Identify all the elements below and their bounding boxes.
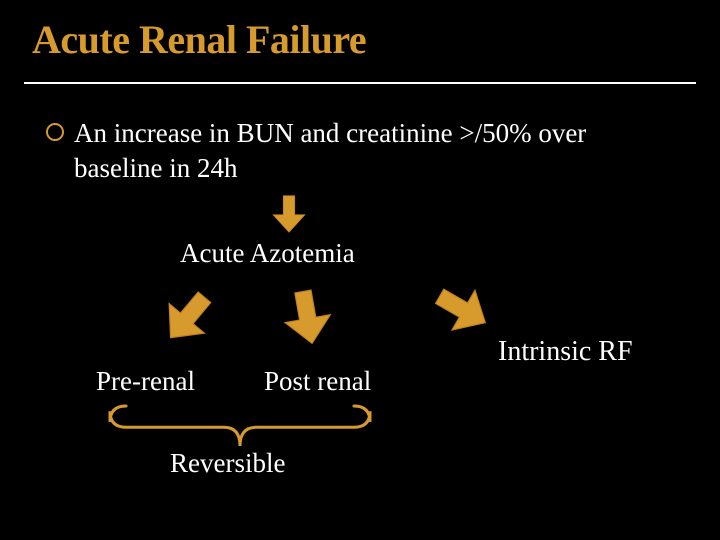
bullet-text: An increase in BUN and creatinine >/50% … (74, 116, 634, 186)
title-underline (24, 82, 696, 84)
bullet-marker-icon (46, 123, 64, 141)
node-azotemia: Acute Azotemia (180, 238, 355, 269)
bullet-item: An increase in BUN and creatinine >/50% … (46, 116, 634, 186)
arrow-branch-left-icon (149, 279, 226, 356)
slide-title: Acute Renal Failure (32, 16, 366, 63)
node-reversible: Reversible (170, 448, 285, 479)
node-pre-renal: Pre-renal (96, 366, 195, 397)
arrow-branch-mid-icon (276, 286, 340, 350)
slide: Acute Renal Failure An increase in BUN a… (0, 0, 720, 540)
node-post-renal: Post renal (264, 366, 371, 397)
arrow-branch-right-icon (417, 259, 507, 360)
arrow-down-icon (270, 194, 308, 234)
brace-icon (110, 402, 370, 448)
node-intrinsic: Intrinsic RF (498, 336, 633, 368)
